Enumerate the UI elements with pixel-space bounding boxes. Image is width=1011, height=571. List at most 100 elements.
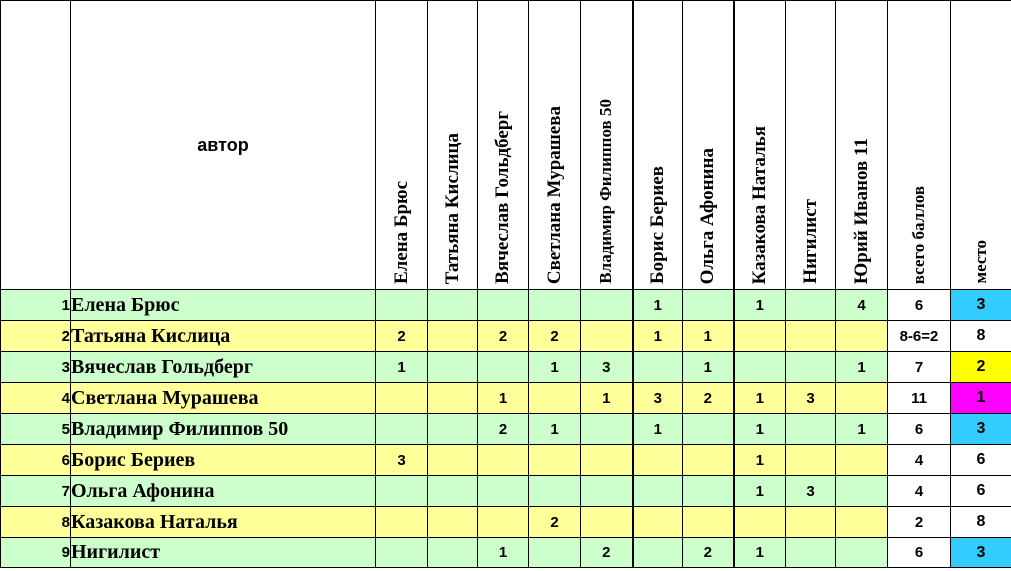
score-cell (785, 413, 836, 445)
score-cell (785, 537, 836, 568)
table-row: 5 Владимир Филиппов 50 2 1 1 1 1 6 3 (0, 413, 1011, 445)
row-number: 3 (0, 351, 71, 383)
row-number: 4 (0, 382, 71, 414)
score-cell: 1 (631, 320, 683, 352)
judge-label: Вячеслав Гольдберг (492, 111, 513, 284)
judge-header: Ольга Афонина (682, 0, 734, 290)
author-header: автор (70, 0, 376, 290)
score-cell (528, 537, 581, 568)
judge-header: Владимир Филиппов 50 (580, 0, 633, 290)
score-cell (528, 475, 581, 507)
score-cell: 2 (477, 413, 529, 445)
table-row: 9 Нигилист 1 2 2 1 6 3 (0, 537, 1011, 568)
place-cell: 1 (950, 382, 1011, 414)
score-cell (835, 475, 888, 507)
score-cell: 1 (732, 382, 786, 414)
score-cell: 3 (631, 382, 683, 414)
judge-header: Вячеслав Гольдберг (477, 0, 529, 290)
judge-header: Татьяна Кислица (427, 0, 478, 290)
score-cell (427, 413, 478, 445)
number-header (0, 0, 71, 290)
score-cell (631, 537, 683, 568)
score-cell (427, 444, 478, 476)
score-cell: 2 (528, 320, 581, 352)
score-cell (427, 475, 478, 507)
row-number: 1 (0, 289, 71, 321)
place-cell: 2 (950, 351, 1011, 383)
score-cell: 1 (682, 320, 734, 352)
table-row: 3 Вячеслав Гольдберг 1 1 3 1 1 7 2 (0, 351, 1011, 383)
header-row: автор Елена Брюс Татьяна Кислица Вячесла… (0, 0, 1011, 290)
place-cell: 6 (950, 475, 1011, 507)
score-cell (835, 320, 888, 352)
score-cell (732, 351, 786, 383)
score-cell (580, 413, 633, 445)
score-cell (427, 382, 478, 414)
score-cell: 3 (785, 475, 836, 507)
score-cell (477, 506, 529, 538)
judge-header: Казакова Наталья (732, 0, 786, 290)
score-cell (375, 413, 428, 445)
score-cell (375, 537, 428, 568)
score-cell (682, 289, 734, 321)
score-cell (427, 351, 478, 383)
score-cell: 1 (375, 351, 428, 383)
judge-label: Татьяна Кислица (441, 132, 463, 284)
author-name: Ольга Афонина (70, 475, 376, 507)
score-cell (375, 382, 428, 414)
score-cell: 1 (477, 537, 529, 568)
score-cell (528, 444, 581, 476)
score-cell (477, 289, 529, 321)
total-cell: 7 (887, 351, 951, 383)
table-row: 7 Ольга Афонина 1 3 4 6 (0, 475, 1011, 507)
score-cell (631, 444, 683, 476)
score-cell (785, 289, 836, 321)
place-cell: 3 (950, 413, 1011, 445)
score-cell (835, 537, 888, 568)
place-cell: 8 (950, 320, 1011, 352)
table-row: 4 Светлана Мурашева 1 1 3 2 1 3 11 1 (0, 382, 1011, 414)
score-cell (732, 320, 786, 352)
score-cell: 1 (732, 537, 786, 568)
place-cell: 8 (950, 506, 1011, 538)
score-cell (785, 506, 836, 538)
row-number: 5 (0, 413, 71, 445)
score-cell: 2 (528, 506, 581, 538)
total-cell: 8-6=2 (887, 320, 951, 352)
judge-header: Юрий Иванов 11 (835, 0, 888, 290)
score-cell (580, 475, 633, 507)
score-cell (580, 444, 633, 476)
score-cell: 2 (477, 320, 529, 352)
score-cell: 3 (580, 351, 633, 383)
judge-header: Нигилист (785, 0, 836, 290)
total-cell: 6 (887, 413, 951, 445)
score-cell: 2 (682, 537, 734, 568)
row-number: 2 (0, 320, 71, 352)
score-cell: 1 (732, 289, 786, 321)
score-cell: 3 (375, 444, 428, 476)
score-cell (528, 289, 581, 321)
judge-label: Казакова Наталья (748, 125, 770, 284)
score-cell (580, 506, 633, 538)
score-cell: 2 (682, 382, 734, 414)
score-cell (427, 506, 478, 538)
table-row: 8 Казакова Наталья 2 2 8 (0, 506, 1011, 538)
score-cell (375, 289, 428, 321)
judge-label: Владимир Филиппов 50 (596, 99, 616, 284)
score-cell (427, 320, 478, 352)
score-cell (682, 444, 734, 476)
table-row: 6 Борис Бериев 3 1 4 6 (0, 444, 1011, 476)
table-row: 2 Татьяна Кислица 2 2 2 1 1 8-6=2 8 (0, 320, 1011, 352)
total-cell: 4 (887, 475, 951, 507)
score-cell (375, 475, 428, 507)
score-cell (427, 289, 478, 321)
place-cell: 6 (950, 444, 1011, 476)
score-cell (631, 475, 683, 507)
score-cell: 2 (580, 537, 633, 568)
author-name: Татьяна Кислица (70, 320, 376, 352)
place-label: место (971, 240, 990, 284)
judge-label: Ольга Афонина (696, 147, 718, 284)
place-header: место (950, 0, 1011, 290)
judge-header: Светлана Мурашева (528, 0, 581, 290)
table-row: 1 Елена Брюс 1 1 4 6 3 (0, 289, 1011, 321)
